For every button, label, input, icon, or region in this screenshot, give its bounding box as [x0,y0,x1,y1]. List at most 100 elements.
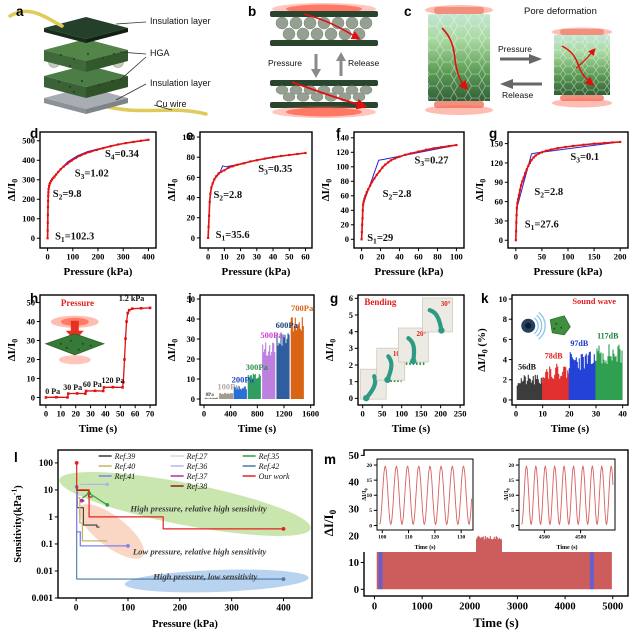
svg-text:Pressure (kPa): Pressure (kPa) [375,266,444,278]
svg-text:50: 50 [27,297,36,307]
svg-text:97dB: 97dB [570,339,588,348]
svg-text:Our work: Our work [259,472,290,481]
svg-text:ΔI/I0: ΔI/I0 [324,339,338,362]
svg-text:S1=102.3: S1=102.3 [55,231,94,244]
chart-pressure-steps: 0 10 20 30 40 50 60 70 0 10 20 30 40 50 Time (s) ΔI/I0 0… [4,289,164,439]
svg-text:0.01: 0.01 [36,567,53,577]
svg-text:0: 0 [514,409,518,419]
svg-text:200: 200 [92,252,105,262]
svg-text:120 Pa: 120 Pa [101,376,124,385]
speaker-sound-icon [521,311,571,340]
svg-text:Pressure (kPa): Pressure (kPa) [152,619,218,630]
svg-text:50: 50 [285,252,294,262]
svg-text:60 Pa: 60 Pa [83,380,102,389]
svg-text:4000: 4000 [555,602,576,613]
svg-text:S3=0.1: S3=0.1 [570,152,599,165]
panel-letter-g: g [489,126,498,141]
svg-text:100: 100 [66,252,79,262]
panel-letter-a: a [16,4,24,19]
svg-text:40: 40 [269,252,278,262]
svg-text:4: 4 [503,354,508,364]
svg-text:S1=27.6: S1=27.6 [525,220,559,233]
svg-text:20: 20 [367,463,373,469]
electron-path-arrow [575,48,596,69]
svg-text:60: 60 [414,252,423,262]
svg-text:10: 10 [27,373,36,383]
chart-sensitivity-sample4: 0 50 100 150 200 0 30 60 90 120 150 Pressure (kPa) Δ… [472,124,638,282]
svg-text:600Pa: 600Pa [276,320,299,330]
svg-text:80: 80 [187,152,196,162]
panel-letter-j: g [330,291,339,306]
svg-text:3: 3 [349,343,353,353]
svg-text:500: 500 [22,136,35,146]
svg-text:Ref.37: Ref.37 [186,472,209,481]
svg-text:Ref.36: Ref.36 [186,462,208,471]
svg-text:20: 20 [509,463,515,469]
svg-text:0: 0 [372,602,377,613]
svg-text:Sound wave: Sound wave [572,296,616,306]
svg-text:S1=35.6: S1=35.6 [216,230,250,243]
svg-text:S2=9.8: S2=9.8 [53,189,82,202]
plot-e: 0 10 20 30 40 50 60 0 20 40 60 80 100 Pressure (kPa) Δ… [166,131,313,278]
aerogel-pressure-icon [44,315,105,365]
svg-text:4580: 4580 [575,535,586,541]
panel-c-pore-deformation: Pore deformation Pressure Release [398,2,640,120]
svg-text:200: 200 [22,194,35,204]
heat-glow-bottom-icon [286,107,362,117]
chart-pressure-cycles: 0 400 800 1200 1600 0 10 20 30 40 50 Time (s) ΔI/I0 0… [164,289,322,439]
svg-text:20: 20 [27,354,36,364]
svg-text:Time (s): Time (s) [392,423,431,435]
chart-durability-inset-early: 100 110 120 130 0 5 10 15 20 Time (s) ΔI/I0 [360,456,476,552]
svg-text:Time (s): Time (s) [556,544,577,551]
panel-letter-k: k [481,291,489,306]
label-release: Release [348,58,380,68]
svg-text:Bending: Bending [364,297,397,307]
svg-text:60: 60 [495,196,504,206]
svg-text:0Pa: 0Pa [206,393,215,398]
svg-text:20: 20 [236,252,245,262]
svg-text:140: 140 [336,133,349,143]
svg-text:0: 0 [74,604,79,614]
svg-text:ΔI/I0: ΔI/I0 [6,339,20,362]
svg-text:80: 80 [433,252,442,262]
svg-text:40: 40 [618,409,627,419]
svg-text:0.1: 0.1 [41,540,53,550]
svg-text:80: 80 [341,176,350,186]
svg-text:0: 0 [503,395,507,405]
svg-text:500Pa: 500Pa [260,330,283,340]
label-release: Release [502,90,534,100]
svg-text:ΔI/I0 (%): ΔI/I0 (%) [476,328,490,372]
svg-text:0: 0 [361,409,365,419]
svg-text:Sensitivity(kPa-1): Sensitivity(kPa-1) [10,485,24,563]
svg-text:Ref.41: Ref.41 [114,472,136,481]
svg-text:40: 40 [349,478,360,489]
svg-text:10: 10 [187,374,196,384]
svg-text:S2=2.8: S2=2.8 [383,189,412,202]
svg-text:2: 2 [503,375,507,385]
svg-text:5000: 5000 [602,602,623,613]
svg-text:ΔI/I0: ΔI/I0 [504,488,510,500]
svg-text:2000: 2000 [459,602,480,613]
label-insulation-top: Insulation layer [150,16,211,26]
svg-text:Time (s): Time (s) [238,423,277,435]
svg-text:100Pa: 100Pa [217,381,240,391]
svg-text:400: 400 [22,155,35,165]
svg-text:150: 150 [415,409,428,419]
svg-text:1: 1 [349,377,353,387]
svg-text:ΔI/I0: ΔI/I0 [6,179,20,202]
svg-text:8: 8 [503,314,507,324]
svg-text:0: 0 [206,252,210,262]
cu-wire-bottom-icon [102,104,208,116]
aerogel-flake-icon [549,315,571,336]
plot-l: 0 100 200 300 400 0.001 0.01 0.1 1 10 100 Pressure … [10,449,313,630]
plot-k: 0 10 20 30 40 0 2 4 6 8 10 Time (s) ΔI/I0 (%) 56dB 78d… [476,294,629,435]
svg-text:5: 5 [369,508,372,514]
plot-f: 0 20 40 60 80 100 0 20 40 60 80 100 120 140 Pressure (… [320,131,465,278]
svg-text:10: 10 [499,294,508,304]
svg-text:0: 0 [202,409,206,419]
svg-text:90: 90 [495,177,504,187]
svg-text:100: 100 [562,252,575,262]
panel-letter-h: h [30,291,39,306]
svg-text:700Pa: 700Pa [291,303,314,313]
svg-text:Low pressure, relative high se: Low pressure, relative high sensitivity [132,546,267,556]
